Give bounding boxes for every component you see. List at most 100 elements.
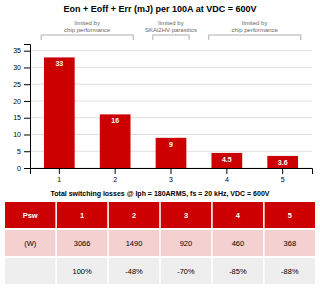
tick-label: 10 bbox=[13, 131, 21, 138]
tick-label: 5 bbox=[281, 176, 285, 183]
annotation-text: limited bySKAi2HV parasitics bbox=[145, 20, 197, 33]
y-tick: 35 bbox=[13, 47, 30, 54]
table-cell bbox=[213, 230, 263, 256]
data-label: 9 bbox=[169, 141, 173, 148]
chart: Eon + Eoff + Err (mJ) per 100A at VDC = … bbox=[0, 0, 320, 305]
y-tick: 25 bbox=[13, 81, 30, 88]
table-cell bbox=[109, 258, 159, 284]
data-label: 4.5 bbox=[222, 156, 232, 163]
table-text: 1 bbox=[80, 211, 84, 220]
tick-label: 1 bbox=[57, 176, 61, 183]
bracket bbox=[153, 35, 189, 40]
tick-mark bbox=[282, 168, 283, 174]
tick-mark bbox=[115, 168, 116, 174]
table-text: -88% bbox=[281, 267, 299, 276]
tick-mark bbox=[24, 51, 30, 52]
x-axis: 1 2 3 4 5 bbox=[31, 168, 313, 183]
grid bbox=[30, 51, 312, 168]
table-cell bbox=[161, 202, 211, 228]
tick-label: 3 bbox=[169, 176, 173, 183]
table-cell bbox=[213, 202, 263, 228]
tick-mark bbox=[24, 84, 30, 85]
bar bbox=[156, 138, 187, 168]
tick-mark bbox=[226, 168, 227, 174]
tick-mark bbox=[24, 151, 30, 152]
tick-label: 0 bbox=[17, 165, 21, 172]
bars bbox=[44, 57, 298, 168]
data-label: 3.6 bbox=[278, 159, 288, 166]
table-title: Total switching losses @ Iph = 180ARMS, … bbox=[51, 190, 270, 198]
table-cell bbox=[57, 230, 107, 256]
table-text: (W) bbox=[24, 239, 37, 248]
table-text: 920 bbox=[180, 239, 193, 248]
table-cell bbox=[57, 202, 107, 228]
table-cell bbox=[265, 258, 315, 284]
x-tick: 3 bbox=[169, 168, 173, 183]
data-label: 33 bbox=[55, 60, 63, 67]
tick-label: 5 bbox=[17, 148, 21, 155]
table-text: 3066 bbox=[74, 239, 91, 248]
bar bbox=[211, 153, 242, 168]
data-label: 16 bbox=[111, 117, 119, 124]
bracket-annotation: limited bychip performance bbox=[41, 20, 133, 40]
tick-label: 2 bbox=[113, 176, 117, 183]
table-cell bbox=[265, 230, 315, 256]
annotation-line: limited by bbox=[158, 20, 183, 26]
annotation-text: limited bychip performance bbox=[232, 20, 279, 33]
table-cell bbox=[109, 230, 159, 256]
tick-label: 35 bbox=[13, 47, 21, 54]
bracket bbox=[209, 35, 301, 40]
y-tick: 15 bbox=[13, 114, 30, 121]
table-cell bbox=[213, 258, 263, 284]
tick-mark bbox=[24, 67, 30, 68]
table: Total switching losses @ Iph = 180ARMS, … bbox=[5, 190, 315, 284]
grid-line bbox=[30, 50, 312, 51]
table-text: 1490 bbox=[126, 239, 143, 248]
bar bbox=[44, 57, 75, 168]
x-tick: 2 bbox=[113, 168, 117, 183]
table-text: 460 bbox=[232, 239, 245, 248]
table-text: 2 bbox=[132, 211, 136, 220]
table-text: 100% bbox=[73, 267, 93, 276]
table-text: -85% bbox=[229, 267, 247, 276]
y-axis: 0 5 10 15 20 25 30 35 bbox=[13, 45, 30, 172]
tick-mark bbox=[24, 134, 30, 135]
annotations: limited bychip performancelimited bySKAi… bbox=[41, 20, 301, 40]
y-tick: 20 bbox=[13, 98, 30, 105]
y-tick: 5 bbox=[17, 148, 30, 155]
tick-label: 20 bbox=[13, 98, 21, 105]
table-cell bbox=[161, 258, 211, 284]
bracket-annotation: limited bychip performance bbox=[209, 20, 301, 40]
annotation-line: limited by bbox=[75, 20, 100, 26]
bracket bbox=[41, 35, 133, 40]
title: Eon + Eoff + Err (mJ) per 100A at VDC = … bbox=[64, 4, 257, 14]
table-text: Psw bbox=[23, 211, 38, 220]
annotation-text: limited bychip performance bbox=[64, 20, 111, 33]
x-tick: 1 bbox=[57, 168, 61, 183]
table-text: -48% bbox=[125, 267, 143, 276]
axis-line bbox=[24, 45, 31, 169]
table-cell bbox=[5, 230, 55, 256]
bracket-annotation: limited bySKAi2HV parasitics bbox=[145, 20, 197, 40]
table-text: -70% bbox=[177, 267, 195, 276]
table-cell bbox=[57, 258, 107, 284]
table-cell bbox=[5, 202, 55, 228]
table-text: 4 bbox=[236, 211, 241, 220]
data-labels: 33 16 9 4.5 3.6 bbox=[55, 60, 287, 166]
y-tick: 30 bbox=[13, 64, 30, 71]
tick-label: 15 bbox=[13, 114, 21, 121]
annotation-line: chip performance bbox=[232, 27, 279, 33]
tick-mark bbox=[24, 101, 30, 102]
annotation-line: SKAi2HV parasitics bbox=[145, 27, 197, 33]
tick-label: 4 bbox=[225, 176, 229, 183]
table-cell bbox=[161, 230, 211, 256]
table-text: 368 bbox=[284, 239, 297, 248]
tick-mark bbox=[24, 168, 30, 169]
tick-label: 30 bbox=[13, 64, 21, 71]
tick-mark bbox=[171, 168, 172, 174]
annotation-line: chip performance bbox=[64, 27, 111, 33]
y-tick: 10 bbox=[13, 131, 30, 138]
tick-mark bbox=[59, 168, 60, 174]
table-cell bbox=[265, 202, 315, 228]
tick-label: 25 bbox=[13, 81, 21, 88]
